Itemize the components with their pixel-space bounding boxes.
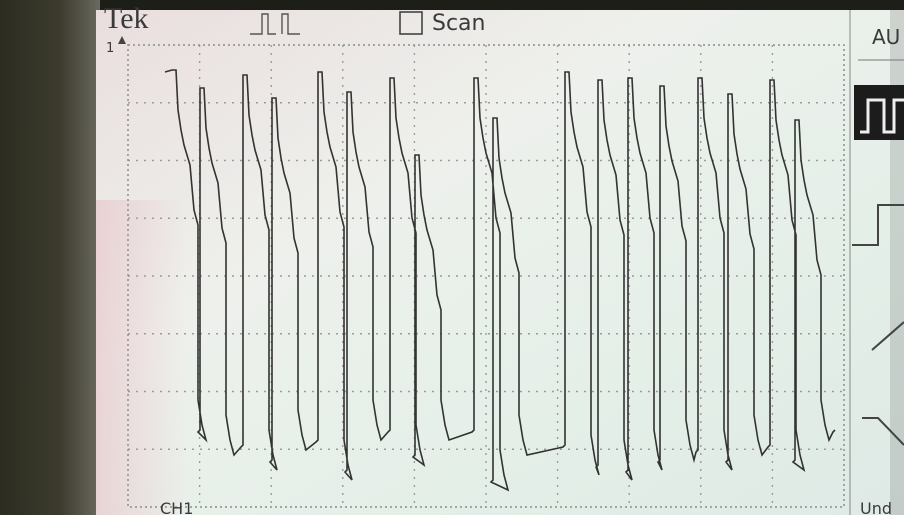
graticule-border xyxy=(127,44,845,508)
bezel xyxy=(0,0,100,515)
menu-bottom: Und xyxy=(860,499,892,515)
rise-icon xyxy=(871,321,904,351)
fall-icon xyxy=(862,417,904,446)
brand: Tek xyxy=(104,2,149,35)
mode-label: Scan xyxy=(432,11,486,36)
channel-arrow xyxy=(118,36,126,44)
scan-checkbox xyxy=(399,11,423,35)
edge-icon xyxy=(852,204,904,246)
channel-marker: 1 xyxy=(106,41,114,56)
waveform xyxy=(164,69,836,492)
menu-title: AU xyxy=(872,25,900,49)
channel-label: CH1 xyxy=(160,499,193,515)
pulse-icon xyxy=(860,98,904,134)
trigger-icon xyxy=(250,13,300,35)
screen-tint xyxy=(96,200,186,515)
